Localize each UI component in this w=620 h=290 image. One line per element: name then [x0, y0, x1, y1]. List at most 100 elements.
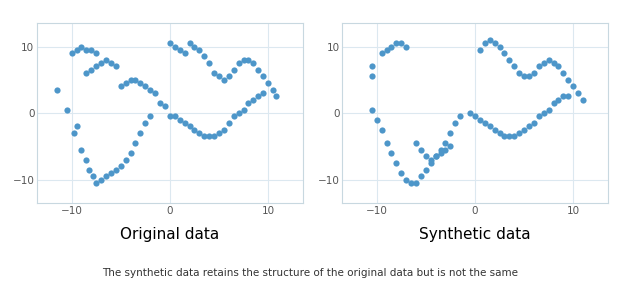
Point [175, 48, 185, 52]
Point [263, 81, 273, 86]
Point [465, 111, 475, 115]
Point [367, 108, 377, 112]
Point [175, 117, 185, 122]
Point [519, 127, 529, 132]
Point [111, 64, 121, 69]
Point [564, 77, 574, 82]
Point [239, 108, 249, 112]
Point [549, 61, 559, 66]
Point [209, 71, 219, 75]
Point [214, 74, 224, 79]
Point [170, 44, 180, 49]
Point [116, 164, 126, 169]
Point [204, 61, 214, 66]
Point [539, 61, 549, 66]
Point [514, 71, 524, 75]
Point [416, 174, 426, 179]
Point [254, 94, 264, 99]
Point [372, 117, 382, 122]
Point [268, 88, 278, 92]
Point [106, 171, 116, 175]
Point [529, 71, 539, 75]
Point [505, 134, 515, 139]
Point [229, 114, 239, 119]
Point [490, 127, 500, 132]
Point [76, 147, 86, 152]
Point [495, 44, 505, 49]
Point [91, 181, 101, 185]
Point [239, 57, 249, 62]
Point [534, 64, 544, 69]
Point [485, 124, 495, 129]
Point [52, 88, 62, 92]
Point [524, 74, 534, 79]
Point [88, 174, 98, 179]
Point [145, 88, 155, 92]
Point [155, 101, 165, 106]
Point [219, 127, 229, 132]
Point [259, 91, 268, 95]
Point [86, 48, 96, 52]
Point [81, 71, 91, 75]
Point [455, 114, 465, 119]
Point [234, 61, 244, 66]
Point [376, 51, 386, 55]
Point [495, 131, 505, 135]
Point [386, 151, 396, 155]
Point [396, 171, 406, 175]
Point [436, 151, 446, 155]
Point [234, 111, 244, 115]
Point [401, 44, 411, 49]
Point [185, 41, 195, 46]
Point [416, 147, 426, 152]
Point [111, 167, 121, 172]
Point [219, 77, 229, 82]
Point [480, 41, 490, 46]
Point [135, 81, 145, 86]
Point [450, 121, 460, 125]
Point [381, 141, 391, 145]
Point [544, 108, 554, 112]
Point [381, 48, 391, 52]
Point [145, 114, 155, 119]
Point [224, 121, 234, 125]
Point [160, 104, 170, 109]
Point [116, 84, 126, 89]
Point [194, 131, 204, 135]
Point [62, 108, 72, 112]
Point [554, 97, 564, 102]
Point [71, 48, 81, 52]
Point [386, 44, 396, 49]
Point [254, 68, 264, 72]
Point [544, 57, 554, 62]
Point [101, 57, 111, 62]
Point [271, 94, 281, 99]
Point [406, 181, 416, 185]
Point [190, 127, 200, 132]
Point [121, 157, 131, 162]
Point [66, 51, 76, 55]
Point [199, 134, 209, 139]
Point [559, 94, 569, 99]
Point [426, 161, 436, 165]
Point [391, 161, 401, 165]
Point [519, 74, 529, 79]
Point [441, 147, 451, 152]
Text: Synthetic data: Synthetic data [419, 227, 531, 242]
Point [126, 77, 136, 82]
Text: The synthetic data retains the structure of the original data but is not the sam: The synthetic data retains the structure… [102, 268, 518, 278]
Point [421, 167, 431, 172]
Point [180, 121, 190, 125]
Point [194, 48, 204, 52]
Point [426, 157, 436, 162]
Point [180, 51, 190, 55]
Point [140, 121, 150, 125]
Point [441, 141, 451, 145]
Point [431, 154, 441, 159]
Point [214, 131, 224, 135]
Point [135, 131, 145, 135]
Point [130, 141, 140, 145]
Point [91, 64, 101, 69]
Point [529, 121, 539, 125]
Point [480, 121, 490, 125]
